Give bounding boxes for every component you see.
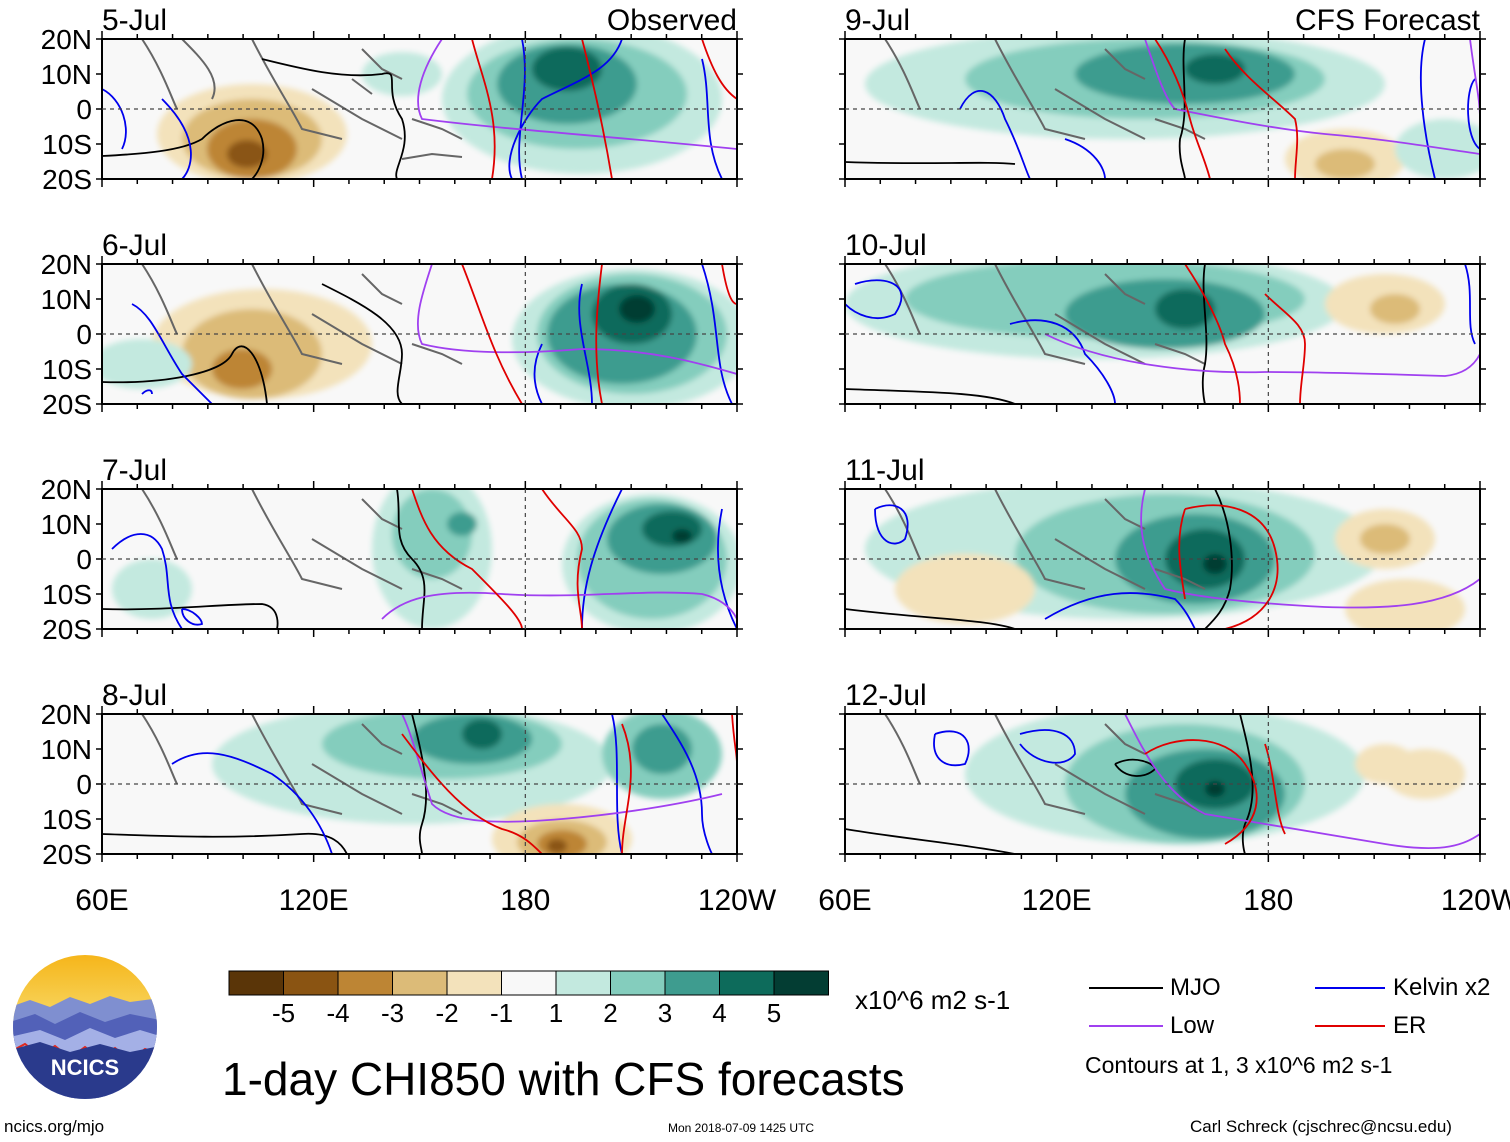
forecast-title: CFS Forecast bbox=[1294, 4, 1480, 37]
lat-label: 0 bbox=[76, 94, 92, 125]
lat-label: 10S bbox=[42, 129, 92, 160]
lat-label: 10N bbox=[41, 284, 92, 315]
legend-label-er: ER bbox=[1393, 1012, 1427, 1039]
lat-label: 20S bbox=[42, 389, 92, 420]
lat-label: 10S bbox=[42, 804, 92, 835]
lat-label: 20S bbox=[42, 839, 92, 870]
lat-label: 0 bbox=[76, 544, 92, 575]
colorbar-tick-label: -1 bbox=[490, 998, 513, 1028]
colorbar-tick-label: 3 bbox=[658, 998, 672, 1028]
timestamp: Mon 2018-07-09 1425 UTC bbox=[668, 1121, 815, 1135]
lon-label: 120E bbox=[1022, 884, 1092, 917]
colorbar-tick-label: 2 bbox=[603, 998, 617, 1028]
colorbar-swatch bbox=[501, 970, 557, 996]
panel-date-forecast-4: 12-Jul bbox=[845, 679, 927, 712]
ncics-logo: NCICS bbox=[13, 955, 157, 1099]
colorbar-swatch bbox=[228, 970, 284, 996]
colorbar-tick-label: -3 bbox=[381, 998, 404, 1028]
colorbar-swatch bbox=[337, 970, 393, 996]
colorbar-tick-label: 5 bbox=[767, 998, 781, 1028]
colorbar-tick-label: 4 bbox=[712, 998, 726, 1028]
lat-label: 10N bbox=[41, 509, 92, 540]
lat-label: 20N bbox=[41, 249, 92, 280]
panel-observed-1 bbox=[102, 39, 737, 179]
colorbar-swatch bbox=[446, 970, 502, 996]
colorbar-units: x10^6 m2 s-1 bbox=[855, 985, 1011, 1015]
panel-date-observed-1: 5-Jul bbox=[102, 4, 168, 37]
lon-label: 120E bbox=[279, 884, 349, 917]
colorbar-swatch bbox=[555, 970, 611, 996]
legend-label-low: Low bbox=[1170, 1012, 1215, 1039]
credit: Carl Schreck (cjschrec@ncsu.edu) bbox=[1190, 1117, 1452, 1136]
site-link[interactable]: ncics.org/mjo bbox=[4, 1117, 105, 1136]
main-title: 1-day CHI850 with CFS forecasts bbox=[222, 1053, 905, 1105]
legend-label-mjo: MJO bbox=[1170, 974, 1221, 1001]
colorbar-swatch bbox=[392, 970, 448, 996]
lat-label: 10S bbox=[42, 579, 92, 610]
panel-date-observed-3: 7-Jul bbox=[102, 454, 168, 487]
lat-label: 0 bbox=[76, 769, 92, 800]
colorbar-swatch bbox=[610, 970, 666, 996]
panel-forecast-1 bbox=[845, 39, 1480, 179]
lat-label: 0 bbox=[76, 319, 92, 350]
legend-contour-note: Contours at 1, 3 x10^6 m2 s-1 bbox=[1085, 1052, 1393, 1078]
colorbar-tick-label: -4 bbox=[326, 998, 349, 1028]
lon-label: 60E bbox=[818, 884, 871, 917]
panel-date-forecast-3: 11-Jul bbox=[845, 454, 925, 487]
legend: MJO Kelvin x2 Low ER Contours at 1, 3 x1… bbox=[1085, 972, 1510, 1082]
lat-label: 20S bbox=[42, 164, 92, 195]
lon-label: 60E bbox=[75, 884, 128, 917]
panel-date-forecast-1: 9-Jul bbox=[845, 4, 911, 37]
colorbar-tick-label: -5 bbox=[272, 998, 295, 1028]
lat-label: 10N bbox=[41, 59, 92, 90]
lon-label: 180 bbox=[1243, 884, 1293, 917]
lon-label: 180 bbox=[500, 884, 550, 917]
panel-date-observed-2: 6-Jul bbox=[102, 229, 168, 262]
lon-label: 120W bbox=[1441, 884, 1510, 917]
colorbar-swatch bbox=[664, 970, 720, 996]
colorbar-swatch bbox=[719, 970, 775, 996]
observed-title: Observed bbox=[606, 4, 737, 37]
legend-label-kelvin: Kelvin x2 bbox=[1393, 974, 1491, 1001]
lat-label: 10N bbox=[41, 734, 92, 765]
logo-text: NCICS bbox=[51, 1055, 119, 1080]
lat-label: 20S bbox=[42, 614, 92, 645]
colorbar-tick-label: 1 bbox=[549, 998, 563, 1028]
lat-label: 10S bbox=[42, 354, 92, 385]
colorbar-swatch bbox=[283, 970, 339, 996]
panel-date-forecast-2: 10-Jul bbox=[845, 229, 927, 262]
coastlines bbox=[141, 39, 463, 160]
lat-label: 20N bbox=[41, 474, 92, 505]
filter-contours bbox=[102, 39, 737, 179]
colorbar: -5 -4 -3 -2 -1 1 2 3 4 5 bbox=[228, 970, 829, 1028]
colorbar-swatch bbox=[773, 970, 829, 996]
panel-forecast-2 bbox=[845, 264, 1480, 404]
panel-date-observed-4: 8-Jul bbox=[102, 679, 168, 712]
colorbar-tick-label: -2 bbox=[435, 998, 458, 1028]
lat-label: 20N bbox=[41, 699, 92, 730]
lat-label: 20N bbox=[41, 24, 92, 55]
lon-label: 120W bbox=[698, 884, 777, 917]
